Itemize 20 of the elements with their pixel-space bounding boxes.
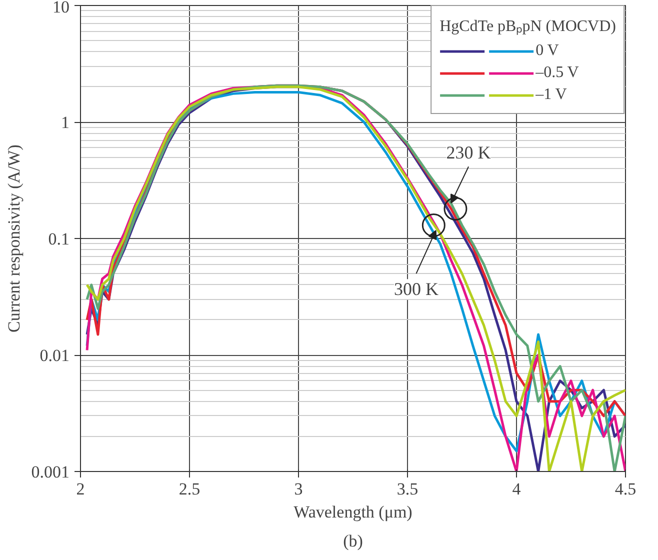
x-tick-label: 2 — [76, 480, 85, 498]
y-tick-label: 0.01 — [40, 346, 70, 365]
legend-label: 0 V — [536, 42, 559, 60]
x-tick-label: 2.5 — [178, 480, 200, 498]
annotation: 300 K — [394, 279, 438, 300]
x-tick-label: 4.5 — [614, 480, 636, 498]
y-tick-label: 0.1 — [48, 230, 70, 248]
legend-title: HgCdTe pBₚpN (MOCVD) — [440, 17, 616, 36]
text: (b) — [343, 532, 363, 550]
y-axis-title: Current responsivity (A/W) — [4, 144, 24, 332]
y-tick-label: 10 — [52, 0, 70, 16]
x-tick-label: 3 — [294, 480, 303, 498]
y-tick-label: 0.001 — [31, 462, 70, 482]
x-tick-label: 4 — [512, 480, 522, 498]
x-tick-label: 3.5 — [396, 480, 418, 498]
legend-label: –0.5 V — [536, 64, 579, 82]
y-tick-label: 1 — [61, 113, 70, 132]
annotation: 230 K — [446, 142, 491, 162]
legend-label: –1 V — [536, 86, 567, 104]
x-axis-title: Wavelength (μm) — [294, 502, 412, 522]
